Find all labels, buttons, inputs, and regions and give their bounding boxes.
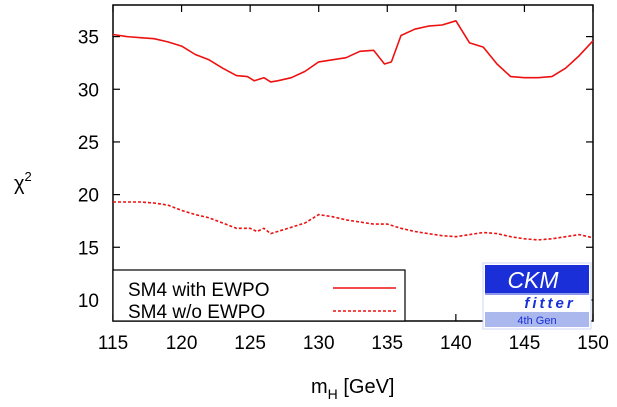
legend-label-1: SM4 w/o EWPO bbox=[128, 302, 265, 323]
y-tick-label-2: 20 bbox=[78, 186, 99, 207]
x-tick-label-5: 140 bbox=[440, 333, 472, 354]
x-tick-label-0: 115 bbox=[98, 333, 128, 354]
y-axis-title: χ2 bbox=[14, 169, 32, 195]
y-axis-title-sup: 2 bbox=[25, 169, 32, 184]
x-axis-title-sub: H bbox=[328, 386, 338, 402]
logo-bottom-band bbox=[485, 312, 589, 327]
legend-box bbox=[112, 269, 406, 322]
x-tick-label-1: 120 bbox=[166, 333, 198, 354]
x-tick-label-3: 130 bbox=[303, 333, 335, 354]
x-axis-title-unit: [GeV] bbox=[338, 376, 395, 398]
x-axis-title: mH [GeV] bbox=[311, 376, 395, 402]
ckmfitter-logo: CKM fitter 4th Gen bbox=[482, 262, 592, 330]
legend-label-0: SM4 with EWPO bbox=[128, 280, 269, 301]
y-tick-label-1: 15 bbox=[78, 238, 99, 259]
y-tick-label-4: 30 bbox=[78, 80, 99, 101]
logo-gen-text: 4th Gen bbox=[517, 315, 556, 327]
y-axis-title-main: χ bbox=[14, 173, 25, 195]
series-layer bbox=[112, 20, 594, 241]
logo-ckm-text: CKM bbox=[507, 267, 559, 293]
x-tick-label-4: 135 bbox=[371, 333, 403, 354]
series-line-0 bbox=[112, 20, 594, 83]
logo-fitter-text: fitter bbox=[524, 295, 575, 312]
x-tick-label-7: 150 bbox=[577, 333, 609, 354]
x-axis-title-main: m bbox=[311, 376, 328, 398]
x-tick-label-6: 145 bbox=[509, 333, 541, 354]
tick-labels: 115 120 125 130 135 140 145 150 10 15 20 25 30 35 bbox=[78, 28, 609, 354]
logo-top-band bbox=[485, 265, 589, 293]
y-tick-label-5: 35 bbox=[78, 28, 99, 49]
y-tick-label-0: 10 bbox=[78, 291, 99, 312]
legend: SM4 with EWPO SM4 w/o EWPO bbox=[112, 269, 406, 323]
y-tick-label-3: 25 bbox=[78, 133, 99, 154]
x-tick-label-2: 125 bbox=[234, 333, 266, 354]
series-line-1 bbox=[113, 201, 594, 241]
